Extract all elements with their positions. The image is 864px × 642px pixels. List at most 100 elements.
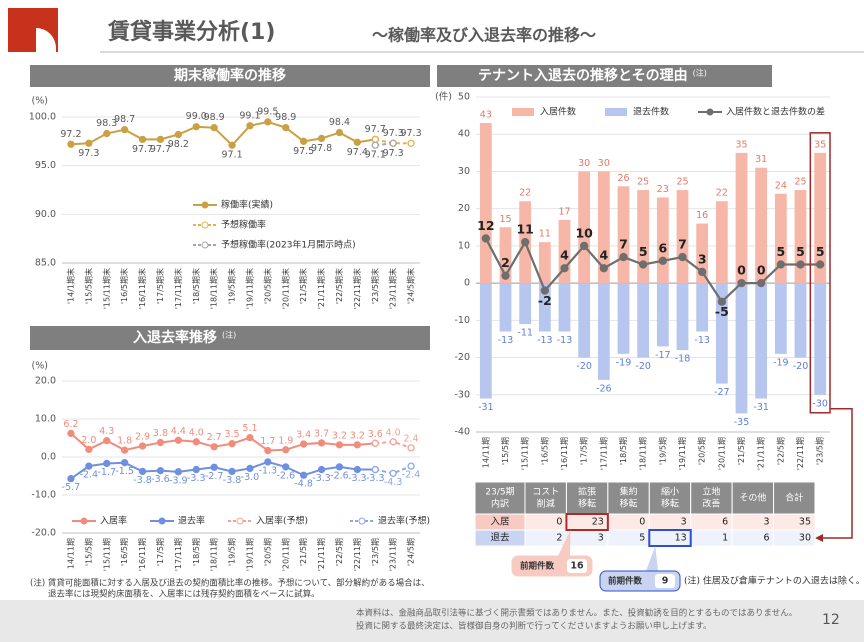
- bar: [479, 283, 492, 399]
- data-label: 2.9: [135, 431, 150, 442]
- data-label: 12: [477, 218, 494, 233]
- x-tick-label: '23/5期: [371, 538, 380, 566]
- data-label: 23: [657, 184, 669, 195]
- y-unit: (%): [32, 96, 48, 107]
- x-tick-label: '19/5期: [228, 538, 237, 566]
- table-header: コスト: [532, 488, 559, 498]
- point: [776, 260, 785, 269]
- data-label: 2: [501, 255, 510, 270]
- point: [85, 462, 93, 470]
- bar: [558, 283, 571, 332]
- data-label: 35: [814, 139, 826, 150]
- data-label: 0: [757, 263, 766, 278]
- point: [481, 234, 490, 243]
- callout-label: 前期件数: [520, 561, 555, 572]
- data-label: 97.8: [311, 143, 332, 154]
- data-label: 1.7: [260, 436, 275, 447]
- point: [282, 124, 290, 132]
- series-line: [375, 138, 412, 145]
- x-tick-label: '20/5期: [698, 437, 707, 465]
- data-label: 5: [816, 244, 825, 259]
- cell-highlight: [648, 529, 692, 547]
- bar: [499, 283, 512, 332]
- data-label: -1.7: [97, 467, 116, 478]
- series-line: [484, 237, 821, 304]
- legend-label: 入居率: [100, 515, 127, 527]
- y-tick-label: 95.0: [35, 160, 56, 171]
- y-tick-label: 40: [458, 129, 470, 140]
- table-header: 拡張: [578, 486, 596, 498]
- y-tick-label: 30: [458, 166, 470, 177]
- point: [103, 437, 111, 445]
- legend-label: 入居件数: [540, 106, 576, 118]
- legend-label: 予想稼働率: [221, 219, 266, 231]
- x-tick-label: '22/11期: [796, 437, 805, 470]
- x-tick-label: '20/5期末: [262, 268, 272, 304]
- data-label: -13: [557, 335, 573, 346]
- data-label: 97.4: [347, 147, 368, 158]
- legend-label: 予想稼働率(2023年1月開示時点): [221, 239, 356, 251]
- y-tick-label: 10.0: [35, 414, 56, 425]
- point: [521, 238, 530, 247]
- table-header-cell: [474, 481, 526, 515]
- data-label: -3.8: [133, 475, 152, 486]
- data-label: 35: [735, 139, 747, 150]
- point: [138, 442, 147, 450]
- data-label: -3.3: [187, 473, 206, 484]
- data-label: 97.3: [383, 128, 404, 139]
- connector: [820, 408, 853, 539]
- x-tick-label: '16/11期: [138, 538, 147, 571]
- point: [317, 439, 326, 447]
- footer-band: [0, 600, 864, 642]
- data-label: -4.3: [384, 477, 403, 488]
- chart-title: 期末稼働率の推移: [174, 67, 286, 84]
- table-header: 合計: [785, 492, 803, 504]
- point: [560, 264, 569, 273]
- data-label: -3.3: [312, 473, 331, 484]
- bar: [794, 190, 807, 284]
- data-label: 97.7: [132, 144, 153, 155]
- point: [501, 271, 510, 280]
- x-tick-label: '14/1期末: [65, 268, 75, 304]
- y-tick-label: -10.0: [31, 490, 56, 501]
- point: [228, 467, 236, 476]
- legend-marker: [706, 108, 714, 116]
- data-label: 4.0: [189, 427, 204, 438]
- x-tick-label: '22/5期: [335, 538, 344, 566]
- table-value: 3: [681, 517, 687, 528]
- point: [85, 139, 93, 147]
- x-tick-label: '18/11期: [639, 437, 648, 470]
- data-label: -4.8: [294, 479, 313, 490]
- x-tick-label: '19/11期: [678, 437, 687, 470]
- data-label: 3.6: [368, 429, 383, 440]
- bar: [814, 152, 827, 284]
- callout-value: 16: [570, 561, 584, 572]
- bar: [715, 201, 728, 284]
- x-tick-label: '20/5期: [263, 538, 272, 566]
- point: [121, 459, 129, 467]
- x-tick-label: '18/11期末: [209, 268, 219, 309]
- data-label: 97.3: [383, 148, 404, 159]
- x-tick-label: '18/5期: [192, 538, 201, 566]
- point: [816, 260, 825, 269]
- table-header: 改善: [702, 498, 720, 510]
- y-tick-label: -40: [454, 427, 470, 438]
- point: [335, 128, 344, 137]
- y-tick-label: -30: [454, 389, 470, 400]
- data-label: 97.3: [78, 148, 99, 159]
- legend-marker: [80, 517, 88, 525]
- data-label: -3.0: [241, 472, 260, 483]
- bar: [696, 283, 709, 332]
- point: [353, 441, 362, 449]
- data-label: 25: [794, 177, 806, 188]
- table-value: 3: [598, 533, 604, 544]
- y-tick-label: -10: [454, 315, 470, 326]
- legend-marker: [236, 517, 244, 525]
- data-label: -2: [538, 293, 552, 308]
- x-tick-label: '19/11期末: [244, 268, 254, 309]
- x-tick-label: 14/11期: [66, 538, 75, 569]
- data-label: 98.3: [96, 118, 117, 129]
- data-label: 3.2: [332, 430, 347, 441]
- x-tick-label: '23/5期末: [370, 268, 380, 304]
